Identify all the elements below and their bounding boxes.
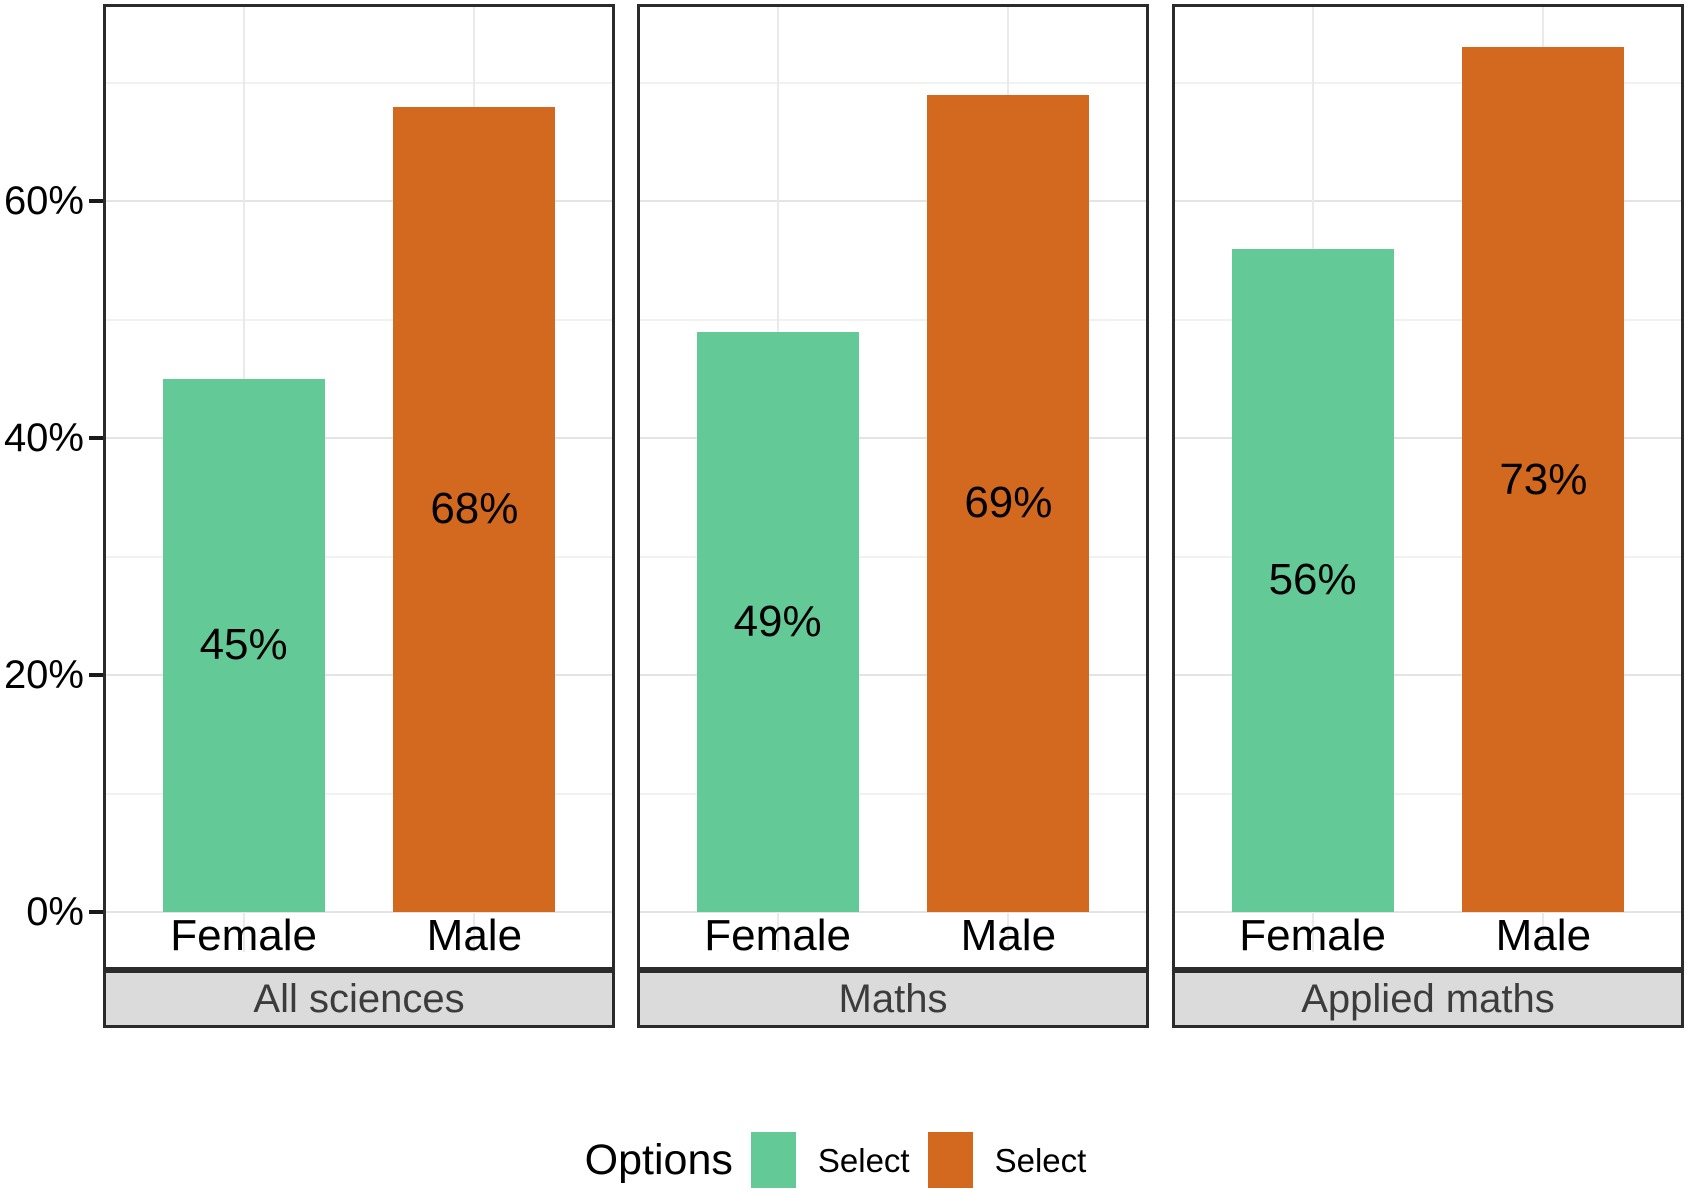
gridline-minor [640,318,1146,321]
facet-strip-applied-maths: Applied maths [1172,970,1684,1028]
gridline-minor [1175,318,1681,321]
facet-strip-label: All sciences [253,977,465,1021]
y-tick-label-0: 0% [26,890,84,934]
x-category-label-male: Male [960,911,1057,960]
gridline-minor [640,792,1146,795]
gridline-major [640,674,1146,677]
x-axis-labels: Female Male [106,912,612,967]
y-tick-label-60: 60% [3,179,84,224]
y-tick-mark [89,436,103,441]
legend-entry-label-1: Select [817,1141,910,1179]
gridline-major [106,200,612,203]
x-category-label-female: Female [704,911,851,960]
bar-value-label: 49% [733,596,822,646]
plot-area: 56% 73% [1175,7,1681,952]
gridline-minor [106,81,612,84]
legend-title: Options [584,1135,733,1184]
bar-female-applied-maths: 56% [1231,248,1394,912]
gridline-major [640,437,1146,440]
bar-female-all-sciences: 45% [162,378,325,912]
bar-value-label: 68% [430,484,519,534]
gridline-minor [640,555,1146,558]
bar-value-label: 45% [199,620,288,670]
bar-value-label: 56% [1268,555,1357,605]
x-category-label-female: Female [1239,911,1386,960]
y-tick-label-40: 40% [3,416,84,461]
facet-panel-all-sciences: 45% 68% Female Male [103,4,615,970]
facet-panel-maths: 49% 69% Female Male [637,4,1149,970]
plot-area: 49% 69% [640,7,1146,952]
bar-female-maths: 49% [696,331,859,912]
y-tick-mark [89,199,103,204]
facet-strip-all-sciences: All sciences [103,970,615,1028]
y-tick-mark [89,673,103,678]
x-category-label-male: Male [426,911,523,960]
facet-strip-label: Maths [838,977,948,1021]
gridline-major [106,674,612,677]
plot-area: 45% 68% [106,7,612,952]
facet-strip-maths: Maths [637,970,1149,1028]
bar-value-label: 73% [1499,454,1588,504]
gridline-major [1175,911,1681,913]
legend-swatch-2 [927,1132,973,1188]
gridline-minor [640,81,1146,84]
bar-male-all-sciences: 68% [393,106,556,912]
legend-entry-label-2: Select [994,1141,1087,1179]
x-category-label-male: Male [1495,911,1592,960]
gridline-major [106,437,612,440]
legend: Options Select Select [0,1126,1689,1194]
bar-value-label: 69% [964,478,1053,528]
gridline-major [640,911,1146,913]
facet-strip-label: Applied maths [1301,977,1555,1021]
x-axis-labels: Female Male [640,912,1146,967]
gridline-major [1175,674,1681,677]
x-axis-labels: Female Male [1175,912,1681,967]
gridline-minor [106,318,612,321]
bar-male-applied-maths: 73% [1462,47,1625,912]
gridline-minor [106,555,612,558]
gridline-minor [106,792,612,795]
y-tick-label-20: 20% [3,653,84,698]
gridline-major [106,911,612,913]
legend-swatch-1 [750,1132,796,1188]
gridline-minor [1175,792,1681,795]
gridline-major [640,200,1146,203]
gridline-minor [1175,81,1681,84]
x-category-label-female: Female [170,911,317,960]
facet-panel-applied-maths: 56% 73% Female Male [1172,4,1684,970]
y-tick-mark [89,910,103,914]
gridline-major [1175,200,1681,203]
legend-items: Select Select [750,1132,1104,1188]
gridline-minor [1175,555,1681,558]
gridline-major [1175,437,1681,440]
bar-male-maths: 69% [927,94,1090,912]
